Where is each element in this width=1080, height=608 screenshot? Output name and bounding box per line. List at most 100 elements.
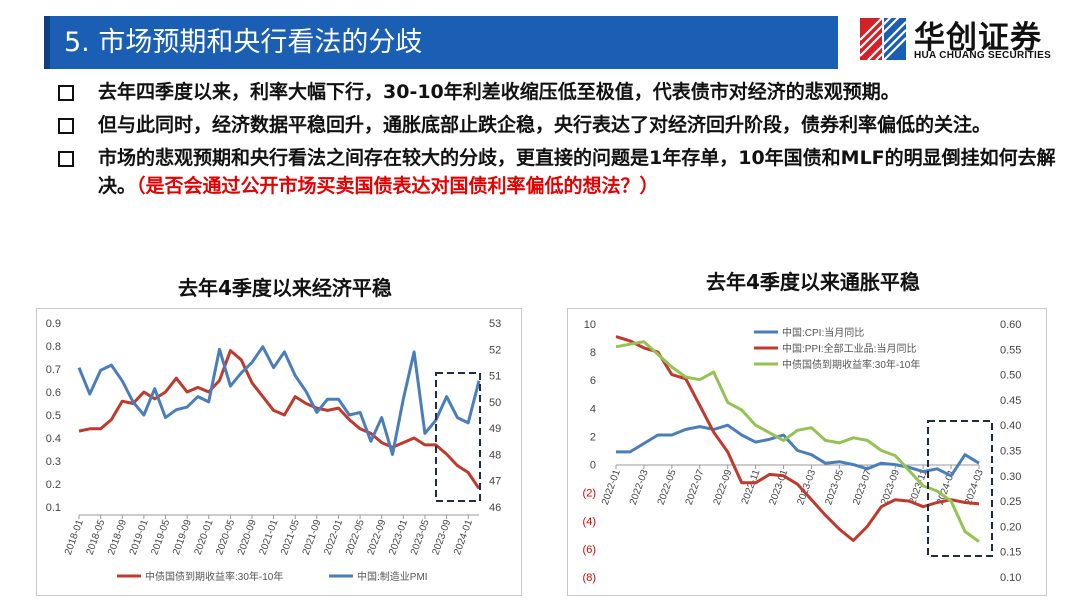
right-axis-tick-label: 0.35 (1000, 446, 1021, 458)
logo-name-en: HUA CHUANG SECURITIES (914, 50, 1052, 61)
highlight-dashed-box (927, 420, 993, 557)
logo-name-cn: 华创证券 (914, 20, 1042, 56)
x-axis-tick-label: 2020-05 (214, 518, 237, 557)
x-axis-tick-label: 2021-05 (279, 518, 302, 557)
right-axis-tick-label: 53 (489, 318, 501, 330)
series-line (616, 423, 980, 478)
right-axis-tick-label: 0.50 (1000, 370, 1021, 382)
x-axis-tick-label: 2022-05 (656, 468, 679, 507)
x-axis-tick-label: 2022-03 (628, 468, 651, 507)
bullet-emphasis: （是否会通过公开市场买卖国债表达对国债利率偏低的想法？） (136, 175, 659, 197)
x-axis-tick-label: 2022-05 (344, 518, 367, 557)
x-axis-tick-label: 2023-01 (387, 518, 410, 557)
x-axis-tick-label: 2018-01 (63, 518, 86, 557)
bullet-square-icon (58, 85, 74, 101)
x-axis-tick-label: 2023-05 (823, 468, 846, 507)
x-axis-tick-label: 2023-05 (409, 518, 432, 557)
bullet-item: 但与此同时，经济数据平稳回升，通胀底部止跌企稳，央行表达了对经济回升阶段，债券利… (56, 111, 1056, 139)
chart-title-inflation: 去年4季度以来通胀平稳 (706, 270, 920, 294)
left-axis-tick-label: 0.2 (46, 479, 61, 491)
economy-chart: 0.9 0.8 0.7 0.6 0.5 0.4 0.3 0.2 0.1 53 52 51 50 49 48 4… (46, 318, 502, 583)
right-axis-tick-label: 0.15 (1000, 547, 1021, 559)
right-axis-tick-label: 0.20 (1000, 521, 1021, 533)
left-axis-tick-label: 0 (590, 460, 596, 472)
legend-label: 中国:CPI:当月同比 (782, 326, 864, 339)
x-axis-tick-label: 2022-09 (366, 518, 389, 557)
x-axis-tick-label: 2022-01 (600, 468, 623, 507)
highlight-dashed-box (435, 372, 481, 502)
bullet-square-icon (58, 151, 74, 167)
x-axis-tick-label: 2019-05 (149, 518, 172, 557)
x-axis-tick-label: 2020-01 (193, 518, 216, 557)
series-line (78, 349, 481, 490)
left-axis-tick-label: 8 (590, 347, 596, 359)
left-axis-tick-label: 4 (590, 403, 596, 415)
right-axis-tick-label: 46 (489, 502, 501, 514)
x-axis-tick-label: 2022-09 (712, 468, 735, 507)
right-axis-tick-label: 50 (489, 397, 501, 409)
x-axis-tick-label: 2023-07 (851, 468, 874, 507)
left-axis-tick-label: 0.7 (46, 364, 61, 376)
x-axis-tick-label: 2022-01 (322, 518, 345, 557)
right-axis-tick-label: 0.10 (1000, 572, 1021, 584)
x-axis-tick-label: 2019-01 (128, 518, 151, 557)
x-axis-tick-label: 2024-01 (452, 518, 475, 557)
right-axis-tick-label: 49 (489, 423, 501, 435)
left-axis-tick-label: (8) (583, 572, 596, 584)
left-axis-tick-label: 0.5 (46, 410, 61, 422)
chart-panel-economy: 0.9 0.8 0.7 0.6 0.5 0.4 0.3 0.2 0.1 53 52 51 50 49 48 4… (36, 308, 522, 596)
logo-emblem-icon (859, 15, 907, 61)
x-axis-tick-label: 2020-09 (236, 518, 259, 557)
right-axis-tick-label: 52 (489, 344, 501, 356)
x-axis-tick-label: 2018-05 (85, 518, 108, 557)
right-axis-tick-label: 51 (489, 371, 501, 383)
left-axis-tick-label: 0.6 (46, 387, 61, 399)
series-line (77, 345, 481, 456)
left-axis-tick-label: 10 (584, 319, 596, 331)
page-title: 5. 市场预期和央行看法的分歧 (64, 27, 423, 58)
right-axis-tick-label: 0.30 (1000, 471, 1021, 483)
legend-label: 中债国债到期收益率:30年-10年 (145, 570, 283, 583)
x-axis-tick-label: 2018-09 (106, 518, 129, 557)
bullet-item: 去年四季度以来，利率大幅下行，30-10年利差收缩压低至极值，代表债市对经济的悲… (56, 78, 1056, 106)
x-axis-tick-label: 2021-01 (258, 518, 281, 557)
left-axis-tick-label: 6 (590, 375, 596, 387)
legend-label: 中债国债到期收益率:30年-10年 (782, 358, 920, 371)
x-axis-tick-label: 2023-09 (430, 518, 453, 557)
x-axis-tick-label: 2022-07 (684, 468, 707, 507)
x-axis-tick-label: 2024-03 (963, 468, 986, 507)
series-line (615, 335, 980, 542)
x-axis-tick-label: 2022-11 (740, 468, 763, 506)
right-axis-tick-label: 0.40 (1000, 420, 1021, 432)
right-axis-tick-label: 0.45 (1000, 395, 1021, 407)
left-axis-tick-label: (4) (583, 516, 596, 528)
bullet-text: 去年四季度以来，利率大幅下行，30-10年利差收缩压低至极值，代表债市对经济的悲… (98, 81, 900, 103)
x-axis-tick-label: 2021-09 (301, 518, 324, 557)
right-axis-tick-label: 48 (489, 449, 501, 461)
right-axis-tick-label: 0.25 (1000, 496, 1021, 508)
left-axis-tick-label: (6) (583, 544, 596, 556)
chart-title-economy: 去年4季度以来经济平稳 (178, 276, 392, 300)
left-axis-tick-label: 0.3 (46, 456, 61, 468)
bullet-text: 但与此同时，经济数据平稳回升，通胀底部止跌企稳，央行表达了对经济回升阶段，债券利… (98, 114, 992, 136)
bullet-square-icon (58, 118, 74, 134)
chart-panel-inflation: 10 8 6 4 2 0 (2) (4) (6) (8) 0.60 0.55 0.50 0.45 0.40 0… (567, 308, 1047, 596)
left-axis-tick-label: (2) (583, 488, 596, 500)
company-logo: 华创证券 HUA CHUANG SECURITIES (856, 10, 1066, 70)
left-axis-tick-label: 0.8 (46, 341, 61, 353)
bullet-item: 市场的悲观预期和央行看法之间存在较大的分歧，更直接的问题是1年存单，10年国债和… (56, 144, 1056, 200)
legend-label: 中国:制造业PMI (357, 570, 428, 583)
left-axis-tick-label: 0.9 (46, 318, 61, 330)
left-axis-tick-label: 2 (590, 431, 596, 443)
series-line (615, 340, 980, 543)
left-axis-tick-label: 0.1 (46, 502, 61, 514)
left-axis-tick-label: 0.4 (46, 433, 61, 445)
right-axis-tick-label: 47 (489, 476, 501, 488)
right-axis-tick-label: 0.55 (1000, 344, 1021, 356)
bullet-text: 市场的悲观预期和央行看法之间存在较大的分歧，更直接的问题是1年存单，10年国债和… (98, 147, 1056, 197)
x-axis-tick-label: 2019-09 (171, 518, 194, 557)
bullet-list: 去年四季度以来，利率大幅下行，30-10年利差收缩压低至极值，代表债市对经济的悲… (56, 78, 1056, 205)
title-bar: 5. 市场预期和央行看法的分歧 (44, 16, 838, 69)
right-axis-tick-label: 0.60 (1000, 319, 1021, 331)
legend-label: 中国:PPI:全部工业品:当月同比 (782, 342, 916, 355)
